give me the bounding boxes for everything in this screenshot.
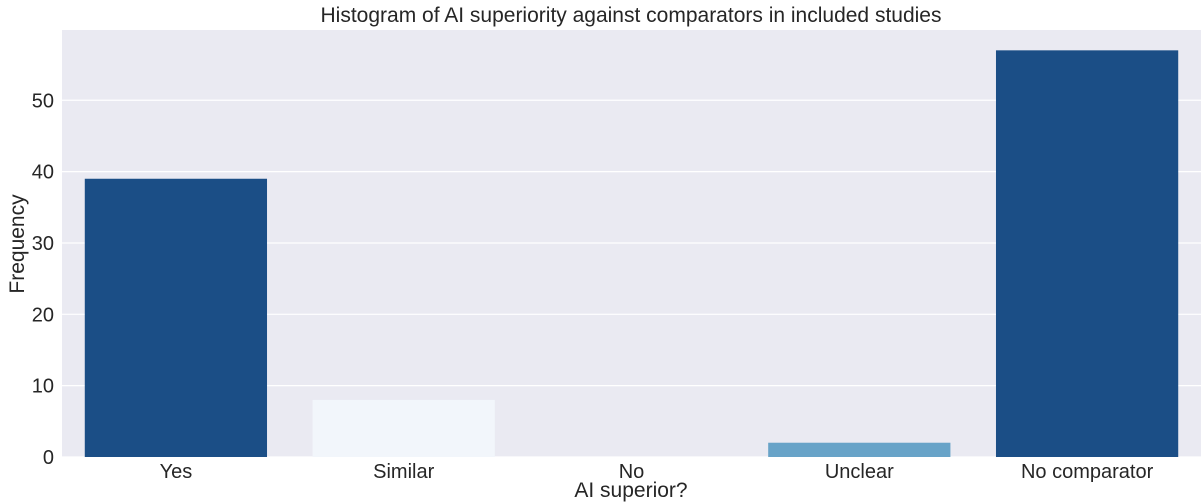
y-tick-label: 30 (32, 233, 54, 255)
y-tick-label: 10 (32, 376, 54, 398)
y-tick-label: 0 (43, 447, 54, 469)
y-tick-labels: 0 10 20 30 40 50 (32, 90, 54, 469)
x-axis-label: AI superior? (574, 479, 687, 502)
bar-no-comparator (995, 50, 1179, 457)
bar-unclear (768, 442, 951, 457)
x-tick-label: No comparator (1021, 461, 1154, 483)
x-tick-label: No (619, 461, 645, 483)
x-tick-label: Unclear (825, 461, 894, 483)
chart-title: Histogram of AI superiority against comp… (321, 4, 942, 27)
bar-similar (312, 399, 495, 457)
bars (84, 50, 1179, 457)
x-tick-label: Similar (373, 461, 434, 483)
bar-yes (84, 178, 268, 457)
x-tick-labels: Yes Similar No Unclear No comparator (160, 461, 1154, 483)
x-tick-label: Yes (160, 461, 193, 483)
y-tick-label: 50 (32, 90, 54, 112)
y-axis-label: Frequency (6, 194, 29, 294)
y-tick-label: 20 (32, 304, 54, 326)
y-tick-label: 40 (32, 162, 54, 184)
